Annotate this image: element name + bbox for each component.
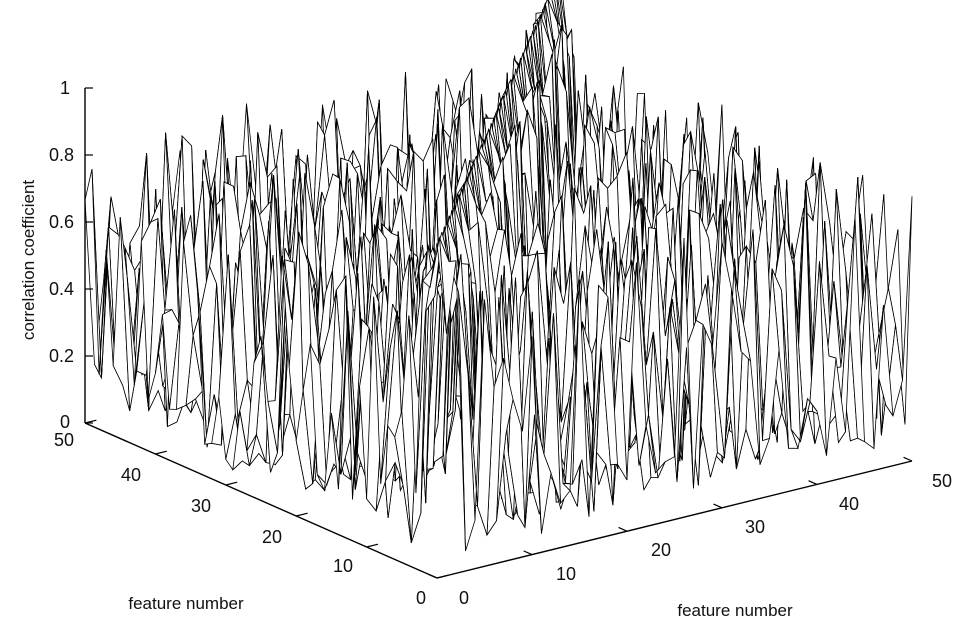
y-tick-mark [84,419,97,424]
x-tick-mark [808,480,818,485]
surface-face [429,237,447,334]
x-tick-mark [428,573,438,579]
plot-axes: 1 0.8 0.6 0.4 0.2 0 50 40 30 20 10 0 0 1… [19,78,952,620]
y-axis-title: feature number [128,594,244,613]
y-tick-mark [296,512,308,517]
x-tick-mark [903,456,913,462]
x-tick-mark [523,550,533,556]
x-tick-label: 10 [556,564,576,584]
y-tick-label: 50 [54,430,74,450]
x-tick-label: 20 [651,540,671,560]
y-tick-mark [225,481,238,486]
y-tick-label: 20 [262,527,282,547]
x-tick-label: 40 [839,494,859,514]
y-tick-label: 10 [333,556,353,576]
x-ticks [428,456,913,579]
surface-mesh [84,0,913,552]
y-ticks [84,419,449,579]
z-tick-label: 0 [60,412,70,432]
z-tick-label: 0.8 [49,145,74,165]
z-tick-label: 0.6 [49,212,74,232]
x-tick-label: 50 [932,471,952,491]
z-axis-title: correlation coefficient [19,180,38,341]
z-tick-label: 1 [60,78,70,98]
z-tick-label: 0.2 [49,346,74,366]
y-tick-mark [436,574,449,579]
x-tick-mark [713,503,723,509]
x-tick-label: 0 [459,588,469,608]
y-tick-label: 0 [416,588,426,608]
x-axis-line [436,460,913,579]
y-axis-line [84,422,438,579]
z-tick-label: 0.4 [49,279,74,299]
y-tick-label: 30 [191,496,211,516]
y-tick-mark [155,450,167,455]
x-tick-mark [618,526,628,532]
x-axis-title: feature number [677,601,793,620]
x-tick-label: 30 [745,517,765,537]
y-tick-label: 40 [121,465,141,485]
y-tick-mark [366,543,379,548]
